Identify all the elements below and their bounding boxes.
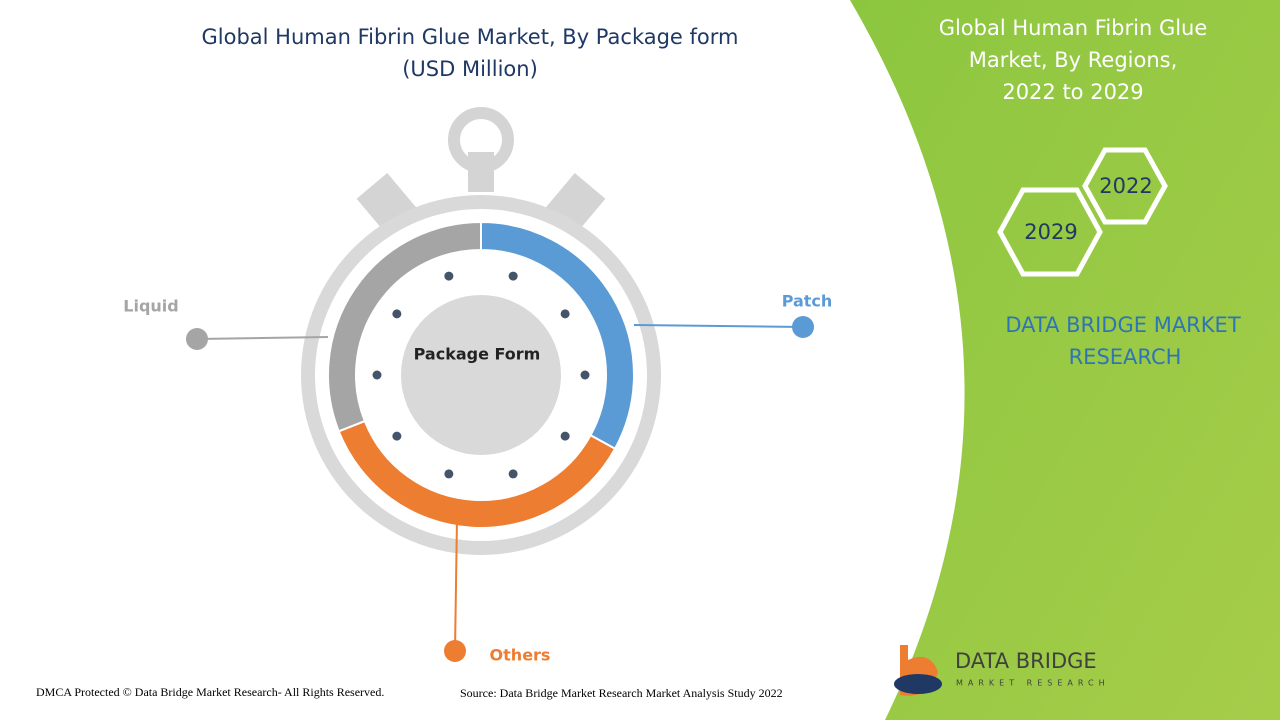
hexagon — [1082, 147, 1168, 225]
source: Source: Data Bridge Market Research Mark… — [460, 686, 783, 700]
dial-dot — [392, 431, 402, 441]
category-label: Liquid — [123, 297, 178, 316]
brand-text: DATA BRIDGE MARKET — [1005, 313, 1240, 337]
legend-dot — [792, 316, 814, 338]
logo-name: DATA BRIDGE — [955, 649, 1097, 673]
brand-text: RESEARCH — [1069, 345, 1182, 369]
leader-line — [454, 517, 458, 652]
hexagon — [997, 187, 1103, 277]
dial-dot — [580, 370, 590, 380]
year-label: 2022 — [1099, 174, 1152, 198]
dial-dot — [508, 469, 518, 479]
chart-subtitle: (USD Million) — [402, 57, 538, 81]
sidebar-title: 2022 to 2029 — [1002, 80, 1143, 104]
copyright: DMCA Protected © Data Bridge Market Rese… — [36, 685, 384, 699]
logo: DATA BRIDGE MARKET RESEARCH — [894, 645, 1110, 696]
leader-line — [196, 336, 329, 340]
legend-dot — [444, 640, 466, 662]
leader-line — [633, 324, 804, 328]
chart-title: Global Human Fibrin Glue Market, By Pack… — [202, 25, 739, 49]
sidebar: Global Human Fibrin Glue Market, By Regi… — [939, 16, 1241, 369]
donut-segment — [327, 220, 482, 433]
center-label: Package Form — [414, 345, 541, 364]
dial-dot — [560, 431, 570, 441]
category-label: Patch — [782, 292, 833, 311]
dial-dot — [560, 309, 570, 319]
dial-dot — [444, 271, 454, 281]
donut — [327, 220, 635, 529]
dial-dot — [508, 271, 518, 281]
dial-dot — [392, 309, 402, 319]
sidebar-title: Market, By Regions, — [969, 48, 1178, 72]
dial-dot — [444, 469, 454, 479]
dial-dot — [372, 370, 382, 380]
year-label: 2029 — [1024, 220, 1077, 244]
logo-tagline: MARKET RESEARCH — [956, 679, 1110, 688]
category-label: Others — [490, 646, 551, 665]
sidebar-title: Global Human Fibrin Glue — [939, 16, 1208, 40]
legend-dot — [186, 328, 208, 350]
green-panel — [850, 0, 1280, 720]
center-disc — [401, 295, 561, 455]
